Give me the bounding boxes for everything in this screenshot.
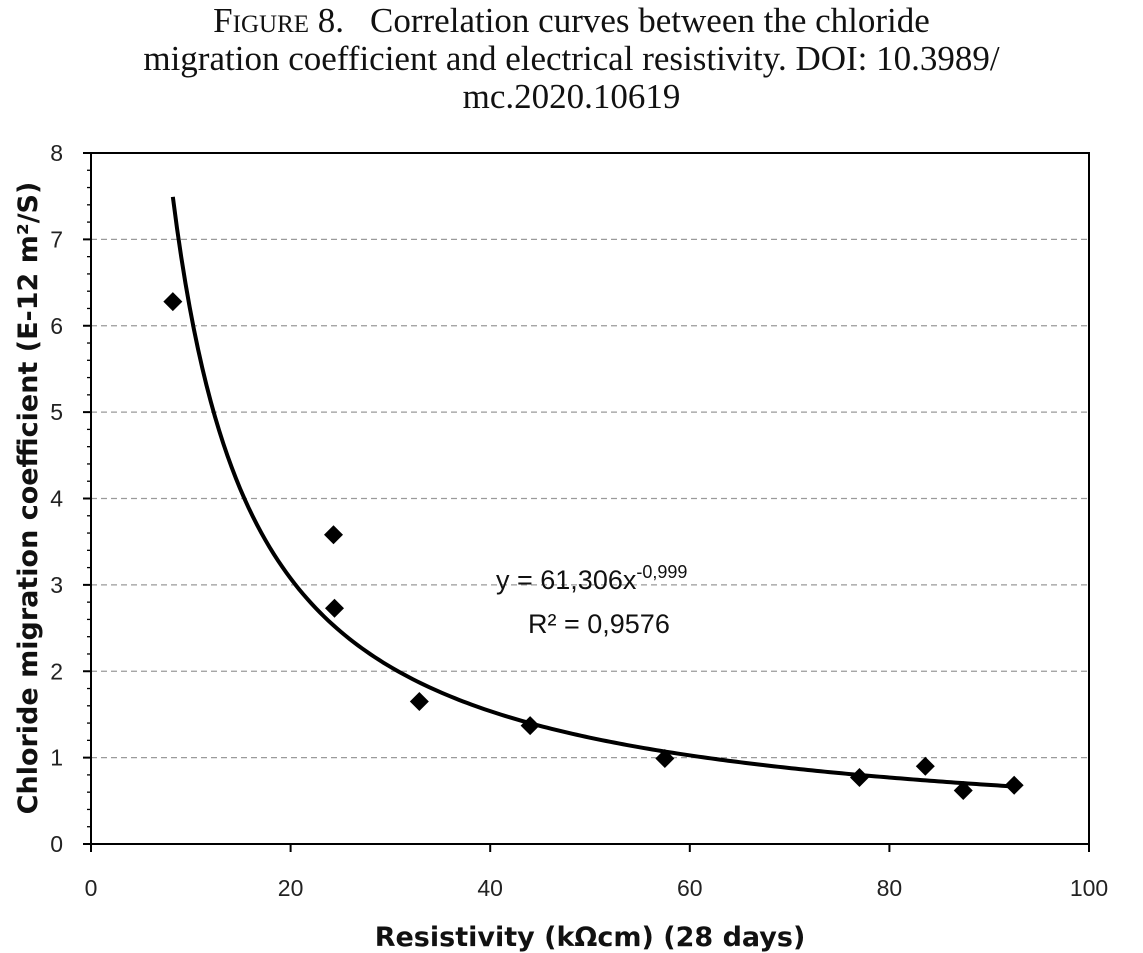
equation-exponent: -0,999 (636, 562, 687, 582)
data-point (325, 598, 345, 618)
y-tick-label: 6 (50, 313, 63, 339)
x-tick-label: 20 (278, 875, 304, 901)
data-point (655, 748, 675, 768)
y-axis-title: Chloride migration coefficient (E-12 m²/… (13, 182, 44, 815)
caption-lead: Figure 8. (213, 1, 345, 40)
y-tick-label: 8 (50, 140, 63, 166)
caption-line-2: migration coefficient and electrical res… (143, 39, 1000, 78)
x-tick-label: 60 (677, 875, 703, 901)
caption-line-3: mc.2020.10619 (462, 77, 681, 116)
x-tick-label: 100 (1070, 875, 1108, 901)
y-tick-label: 1 (50, 745, 63, 771)
trendline-curve (170, 196, 1015, 789)
data-point (1004, 775, 1024, 795)
figure-caption: Figure 8. Correlation curves between the … (0, 2, 1143, 116)
y-tick-label: 7 (50, 226, 63, 252)
x-tick-label: 80 (877, 875, 903, 901)
data-point (324, 525, 344, 545)
data-point (953, 780, 973, 800)
equation-base: y = 61,306x (496, 565, 637, 595)
y-tick-label: 4 (50, 486, 63, 512)
y-tick-label: 3 (50, 572, 63, 598)
gridlines (91, 238, 1089, 759)
r-squared-label: R² = 0,9576 (528, 609, 670, 639)
axis-ticks (83, 152, 1090, 852)
data-points (163, 292, 1024, 800)
x-axis-title: Resistivity (kΩcm) (28 days) (375, 922, 806, 953)
data-point (849, 767, 869, 787)
y-tick-label: 5 (50, 399, 63, 425)
x-tick-label: 0 (85, 875, 98, 901)
data-point (163, 292, 183, 312)
caption-line-1: Correlation curves between the chloride (370, 1, 930, 40)
data-point (915, 756, 935, 776)
data-point (520, 716, 540, 736)
y-tick-label: 0 (50, 831, 63, 857)
y-tick-label: 2 (50, 658, 63, 684)
data-point (409, 691, 429, 711)
plot-area-frame (90, 152, 1090, 845)
x-tick-label: 40 (477, 875, 503, 901)
trendline-equation: y = 61,306x-0,999 (496, 562, 687, 595)
